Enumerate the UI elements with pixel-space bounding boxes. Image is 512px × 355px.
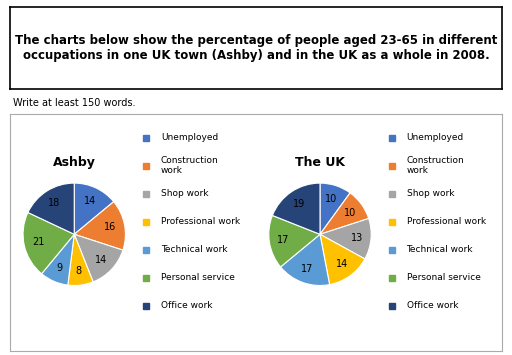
Text: 19: 19 — [293, 199, 305, 209]
Text: 18: 18 — [48, 198, 60, 208]
Title: Ashby: Ashby — [53, 156, 96, 169]
Text: Personal service: Personal service — [161, 273, 234, 282]
Text: Write at least 150 words.: Write at least 150 words. — [13, 98, 135, 108]
Text: Unemployed: Unemployed — [161, 133, 218, 142]
Text: Technical work: Technical work — [407, 245, 473, 254]
Text: Technical work: Technical work — [161, 245, 227, 254]
Text: Office work: Office work — [161, 301, 212, 310]
Text: 21: 21 — [32, 237, 45, 247]
Text: Professional work: Professional work — [161, 217, 240, 226]
Wedge shape — [320, 234, 365, 285]
Text: 16: 16 — [104, 222, 117, 233]
Text: Shop work: Shop work — [407, 189, 454, 198]
Text: 10: 10 — [325, 194, 337, 204]
Wedge shape — [28, 183, 74, 234]
Title: The UK: The UK — [295, 156, 345, 169]
Text: 10: 10 — [344, 208, 356, 218]
Wedge shape — [68, 234, 93, 285]
Text: Professional work: Professional work — [407, 217, 486, 226]
Wedge shape — [281, 234, 330, 285]
Text: 14: 14 — [84, 196, 96, 206]
Text: 8: 8 — [76, 266, 82, 276]
Text: Construction
work: Construction work — [161, 156, 219, 175]
Wedge shape — [74, 234, 123, 282]
Wedge shape — [272, 183, 320, 234]
Text: 9: 9 — [56, 263, 62, 273]
Wedge shape — [320, 218, 371, 259]
Text: 14: 14 — [335, 259, 348, 269]
Wedge shape — [74, 183, 114, 234]
Text: 13: 13 — [351, 233, 363, 243]
Wedge shape — [74, 202, 125, 250]
Wedge shape — [320, 193, 369, 234]
Text: The charts below show the percentage of people aged 23-65 in different
occupatio: The charts below show the percentage of … — [15, 34, 497, 62]
Wedge shape — [269, 215, 320, 267]
Text: Office work: Office work — [407, 301, 458, 310]
Text: 17: 17 — [278, 235, 290, 245]
Text: Shop work: Shop work — [161, 189, 208, 198]
Text: Construction
work: Construction work — [407, 156, 464, 175]
Text: 14: 14 — [95, 255, 107, 264]
Text: Personal service: Personal service — [407, 273, 480, 282]
Wedge shape — [41, 234, 74, 285]
Text: Unemployed: Unemployed — [407, 133, 464, 142]
Wedge shape — [23, 213, 74, 274]
Wedge shape — [320, 183, 350, 234]
Text: 17: 17 — [302, 264, 314, 274]
